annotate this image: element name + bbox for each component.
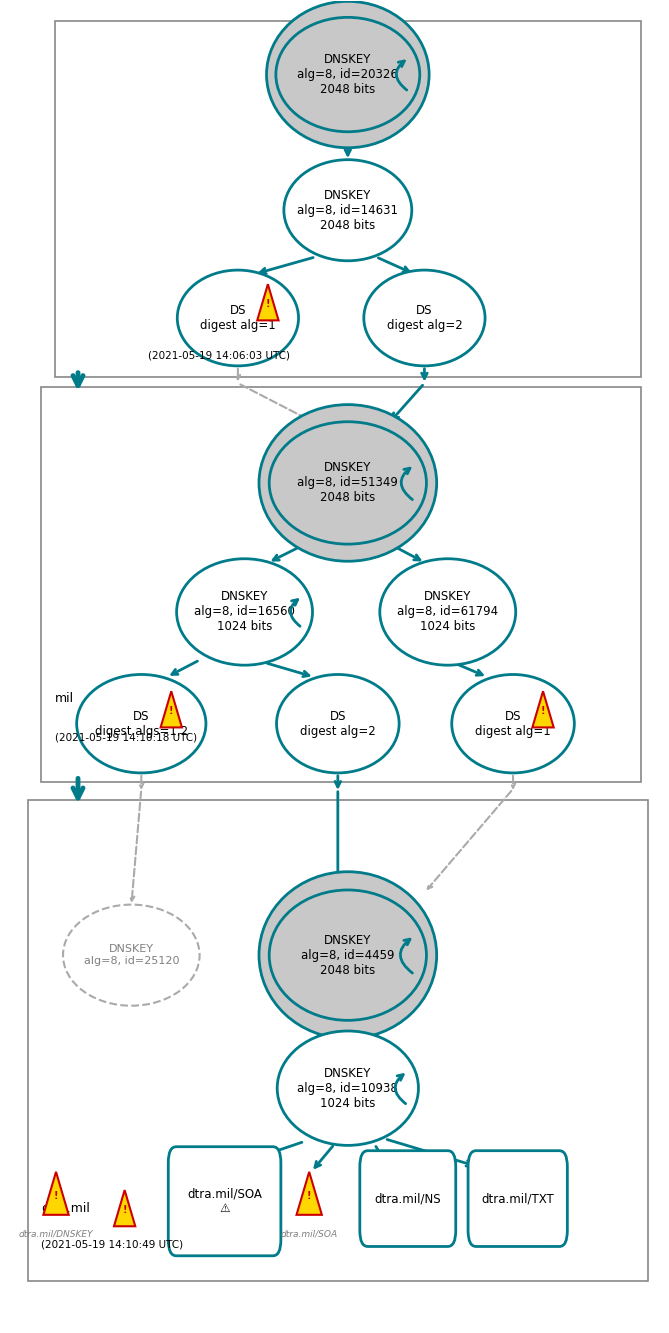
Text: mil: mil [55, 692, 74, 705]
Text: DNSKEY
alg=8, id=10938
1024 bits: DNSKEY alg=8, id=10938 1024 bits [298, 1066, 398, 1109]
Ellipse shape [276, 17, 419, 132]
FancyBboxPatch shape [41, 387, 641, 782]
Text: !: ! [169, 706, 173, 716]
Text: dtra.mil/NS: dtra.mil/NS [375, 1192, 441, 1205]
Text: DS
digest alg=2: DS digest alg=2 [387, 304, 462, 332]
Text: DNSKEY
alg=8, id=61794
1024 bits: DNSKEY alg=8, id=61794 1024 bits [397, 591, 498, 633]
Text: dtra.mil/SOA
⚠: dtra.mil/SOA ⚠ [187, 1188, 262, 1216]
Text: !: ! [122, 1205, 127, 1216]
Text: (2021-05-19 14:06:03 UTC): (2021-05-19 14:06:03 UTC) [148, 351, 290, 360]
Text: DNSKEY
alg=8, id=4459
2048 bits: DNSKEY alg=8, id=4459 2048 bits [301, 933, 395, 977]
Ellipse shape [259, 872, 437, 1038]
Text: !: ! [541, 706, 545, 716]
Text: dtra.mil/DNSKEY: dtra.mil/DNSKEY [19, 1229, 94, 1238]
Ellipse shape [284, 160, 412, 261]
Text: DS
digest alg=2: DS digest alg=2 [300, 709, 376, 737]
Ellipse shape [259, 405, 437, 561]
Text: DS
digest alg=1: DS digest alg=1 [475, 709, 551, 737]
Text: !: ! [54, 1190, 58, 1201]
Text: !: ! [307, 1190, 312, 1201]
Ellipse shape [276, 674, 399, 773]
Ellipse shape [269, 421, 426, 544]
FancyBboxPatch shape [55, 21, 641, 376]
Ellipse shape [269, 890, 426, 1020]
Ellipse shape [177, 559, 312, 665]
Ellipse shape [77, 674, 206, 773]
FancyBboxPatch shape [468, 1150, 567, 1246]
Ellipse shape [452, 674, 575, 773]
FancyBboxPatch shape [28, 800, 648, 1281]
FancyBboxPatch shape [169, 1146, 281, 1256]
Polygon shape [296, 1172, 322, 1214]
Text: DNSKEY
alg=8, id=16560
1024 bits: DNSKEY alg=8, id=16560 1024 bits [194, 591, 295, 633]
Polygon shape [114, 1190, 135, 1226]
FancyBboxPatch shape [360, 1150, 456, 1246]
Text: dtra.mil/TXT: dtra.mil/TXT [481, 1192, 554, 1205]
Text: DNSKEY
alg=8, id=14631
2048 bits: DNSKEY alg=8, id=14631 2048 bits [297, 189, 398, 232]
Ellipse shape [266, 1, 429, 148]
Text: DNSKEY
alg=8, id=20326
2048 bits: DNSKEY alg=8, id=20326 2048 bits [298, 53, 398, 96]
Text: dtra.mil: dtra.mil [41, 1201, 90, 1214]
Text: DNSKEY
alg=8, id=25120: DNSKEY alg=8, id=25120 [84, 944, 179, 966]
Ellipse shape [277, 1030, 418, 1145]
Polygon shape [257, 284, 278, 320]
Polygon shape [43, 1172, 69, 1214]
Text: (2021-05-19 14:10:18 UTC): (2021-05-19 14:10:18 UTC) [55, 732, 197, 742]
Ellipse shape [177, 271, 298, 365]
Text: (2021-05-19 14:10:49 UTC): (2021-05-19 14:10:49 UTC) [41, 1240, 183, 1249]
Polygon shape [533, 692, 554, 728]
Ellipse shape [380, 559, 516, 665]
Ellipse shape [63, 905, 199, 1005]
Text: !: ! [266, 300, 270, 309]
Text: DS
digest algs=1,2: DS digest algs=1,2 [95, 709, 188, 737]
Text: DNSKEY
alg=8, id=51349
2048 bits: DNSKEY alg=8, id=51349 2048 bits [298, 461, 398, 504]
Polygon shape [161, 692, 182, 728]
Text: dtra.mil/SOA: dtra.mil/SOA [280, 1229, 338, 1238]
Ellipse shape [364, 271, 485, 365]
Text: DS
digest alg=1: DS digest alg=1 [200, 304, 276, 332]
